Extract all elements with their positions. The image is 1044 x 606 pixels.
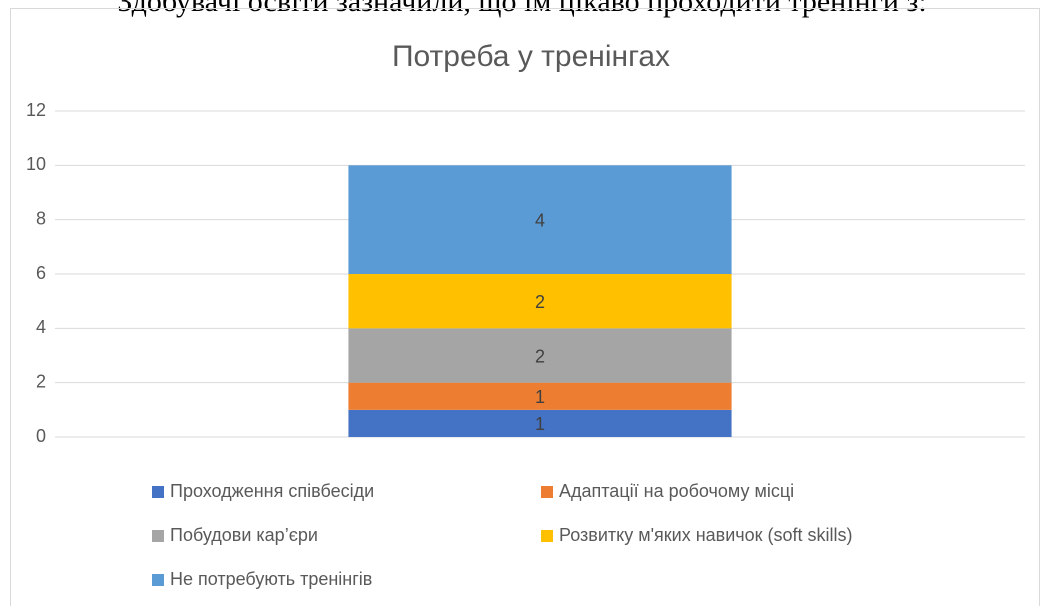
data-label: 2 <box>535 346 545 366</box>
bar-segment <box>348 328 732 383</box>
legend-label: Розвитку м'яких навичок (soft skills) <box>559 525 853 545</box>
legend-swatch <box>541 530 553 542</box>
y-tick-label: 2 <box>36 371 46 391</box>
bar-segment <box>348 382 732 410</box>
y-tick-label: 12 <box>26 100 46 120</box>
y-tick-label: 6 <box>36 263 46 283</box>
legend-label: Побудови кар’єри <box>170 525 318 545</box>
y-tick-label: 4 <box>36 317 46 337</box>
y-tick-label: 0 <box>36 426 46 446</box>
y-tick-label: 10 <box>26 154 46 174</box>
legend-swatch <box>152 486 164 498</box>
data-label: 4 <box>535 210 545 230</box>
legend-label: Не потребують тренінгів <box>170 569 372 589</box>
legend-label: Проходження співбесіди <box>170 481 374 501</box>
bar-segment <box>348 409 732 437</box>
data-label: 1 <box>535 387 545 407</box>
data-label: 2 <box>535 292 545 312</box>
chart-frame <box>10 8 1040 606</box>
legend-swatch <box>152 574 164 586</box>
bar-segment <box>348 165 732 274</box>
bar-segment <box>348 274 732 329</box>
legend-label: Адаптації на робочому місці <box>559 481 794 501</box>
legend-swatch <box>152 530 164 542</box>
legend-swatch <box>541 486 553 498</box>
chart-title: Потреба у тренінгах <box>392 40 670 73</box>
data-label: 1 <box>535 414 545 434</box>
y-tick-label: 8 <box>36 208 46 228</box>
